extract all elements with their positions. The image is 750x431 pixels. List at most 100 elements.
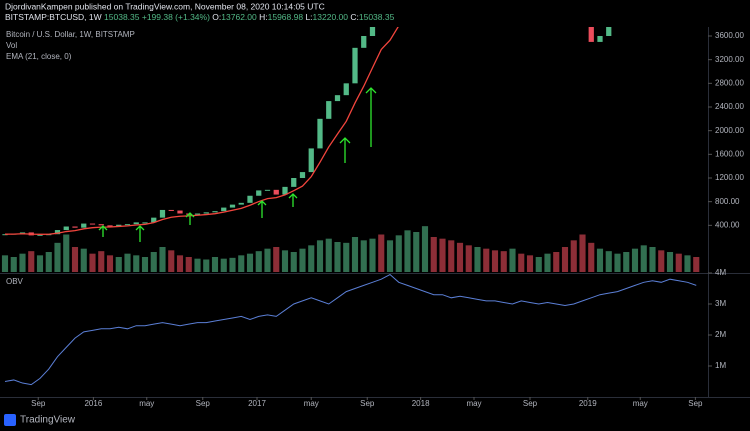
volume-bar bbox=[36, 255, 44, 272]
volume-bar bbox=[369, 238, 376, 272]
candle bbox=[116, 224, 122, 227]
volume-bar bbox=[273, 247, 280, 272]
volume-bar bbox=[308, 245, 315, 272]
y-tick-label: 3200.00 bbox=[715, 55, 744, 64]
volume-bar bbox=[658, 250, 665, 272]
symbol-line: BITSTAMP:BTCUSD, 1W 15038.35 +199.38 (+1… bbox=[5, 12, 395, 22]
candle bbox=[81, 223, 87, 228]
volume-bar bbox=[159, 247, 166, 272]
volume-bar bbox=[229, 257, 236, 272]
y-tick-label: 2000.00 bbox=[715, 126, 744, 135]
y-tick-label: 4M bbox=[715, 268, 726, 277]
candle bbox=[63, 226, 69, 231]
candle bbox=[98, 224, 104, 226]
x-tick-label: may bbox=[304, 399, 319, 408]
candle bbox=[361, 36, 367, 48]
volume-bar bbox=[666, 252, 674, 272]
ema-line bbox=[4, 27, 399, 235]
candle bbox=[369, 27, 376, 37]
price-pane bbox=[1, 27, 700, 272]
volume-bar bbox=[605, 251, 612, 272]
volume-bar bbox=[264, 248, 271, 272]
volume-bar bbox=[19, 253, 26, 272]
candle bbox=[229, 204, 236, 208]
h: 15968.98 bbox=[268, 12, 304, 22]
brand: TradingView bbox=[20, 415, 76, 426]
volume-bar bbox=[561, 247, 569, 272]
candle bbox=[89, 223, 96, 225]
volume-bar bbox=[456, 242, 464, 272]
legend-obv: OBV bbox=[6, 277, 24, 286]
candle bbox=[133, 222, 139, 225]
volume-bar bbox=[614, 253, 621, 272]
c-label: C: bbox=[350, 12, 359, 22]
candle bbox=[238, 202, 244, 205]
volume-bar bbox=[98, 251, 105, 272]
volume-bar bbox=[211, 257, 219, 272]
candle bbox=[151, 217, 157, 223]
volume-bar bbox=[133, 255, 140, 272]
legend-vol: Vol bbox=[6, 41, 17, 50]
volume-bar bbox=[168, 250, 175, 272]
candle bbox=[597, 36, 603, 42]
volume-bar bbox=[404, 230, 411, 272]
arrow bbox=[185, 212, 195, 225]
volume-bar bbox=[220, 258, 227, 272]
candle bbox=[273, 189, 279, 195]
volume-bar bbox=[115, 257, 122, 272]
x-tick-label: Sep bbox=[688, 399, 703, 408]
x-tick-label: 2018 bbox=[412, 399, 430, 408]
x-tick-label: Sep bbox=[31, 399, 46, 408]
y-tick-label: 1200.00 bbox=[715, 173, 744, 182]
candle bbox=[588, 27, 594, 42]
volume-bar bbox=[631, 248, 639, 272]
l-label: L: bbox=[305, 12, 312, 22]
x-tick-label: may bbox=[466, 399, 481, 408]
volume-bar bbox=[570, 240, 577, 272]
annotations bbox=[98, 87, 377, 242]
volume-bar bbox=[448, 240, 455, 272]
logo bbox=[4, 414, 16, 426]
y-tick-label: 3600.00 bbox=[715, 31, 744, 40]
volume-bar bbox=[675, 253, 682, 272]
volume-bar bbox=[623, 252, 630, 272]
change: +199.38 (+1.34%) bbox=[142, 12, 210, 22]
volume-bar bbox=[351, 237, 359, 272]
x-tick-label: Sep bbox=[523, 399, 538, 408]
volume-bar bbox=[500, 251, 507, 272]
candle bbox=[264, 189, 271, 191]
volume-bar bbox=[71, 247, 79, 272]
obv-pane bbox=[4, 274, 697, 386]
volume-bar bbox=[509, 248, 516, 272]
volume-bar bbox=[194, 258, 201, 272]
candle bbox=[352, 47, 358, 84]
candle bbox=[291, 178, 297, 187]
y-tick-label: 2400.00 bbox=[715, 102, 744, 111]
y-tick-label: 1600.00 bbox=[715, 149, 744, 158]
x-tick-label: 2019 bbox=[579, 399, 597, 408]
candle bbox=[142, 222, 148, 224]
candle bbox=[177, 210, 183, 214]
o: 13762.00 bbox=[221, 12, 257, 22]
volume-bar bbox=[325, 238, 332, 272]
volume-bar bbox=[28, 251, 35, 272]
arrow bbox=[365, 87, 377, 147]
obv-line bbox=[4, 274, 697, 386]
volume-bar bbox=[579, 234, 586, 272]
volume-bar bbox=[343, 242, 350, 272]
volume-bar bbox=[63, 234, 70, 272]
y-tick-label: 800.00 bbox=[715, 197, 740, 206]
arrow bbox=[288, 193, 298, 207]
arrow bbox=[98, 225, 108, 237]
volume-bar bbox=[430, 237, 437, 272]
arrow bbox=[257, 200, 267, 218]
volume-bar bbox=[526, 255, 534, 272]
o-label: O: bbox=[212, 12, 221, 22]
last: 15038.35 bbox=[104, 12, 140, 22]
volume-bar bbox=[684, 255, 691, 272]
volume-bar bbox=[596, 248, 604, 272]
candle bbox=[282, 186, 288, 195]
candle bbox=[247, 195, 253, 203]
volume-bar bbox=[80, 248, 87, 272]
